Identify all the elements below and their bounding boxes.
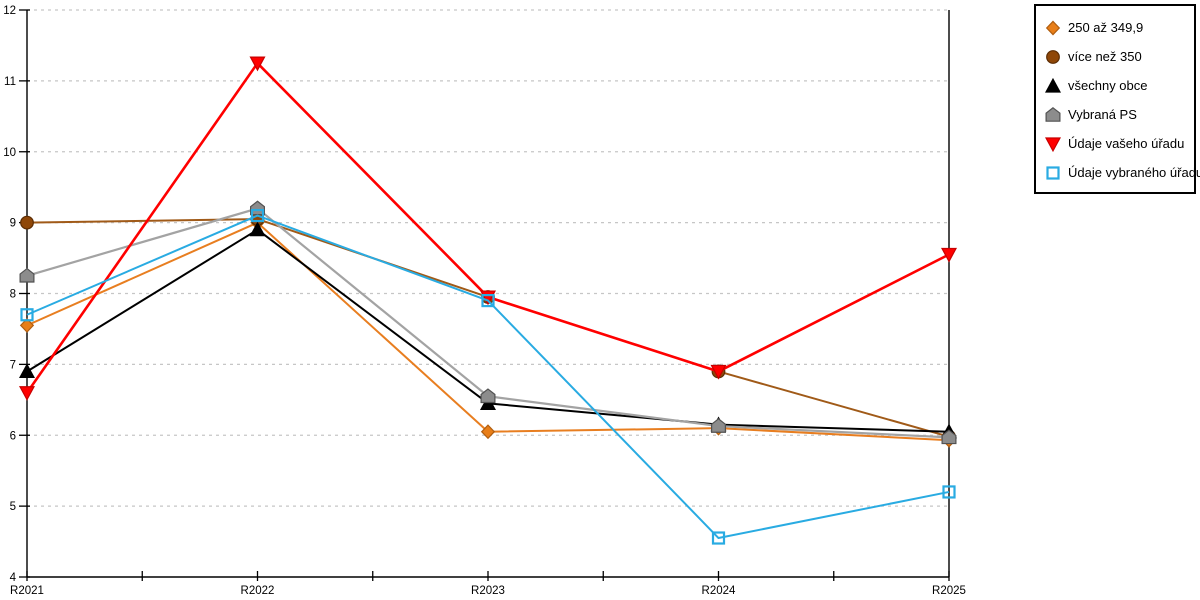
- legend-label: Údaje vašeho úřadu: [1068, 136, 1185, 151]
- y-tick-label: 5: [10, 501, 16, 513]
- series-line-5: [26, 214, 950, 540]
- y-tick-label: 9: [10, 218, 16, 230]
- data-point-circle: [1046, 49, 1060, 64]
- chart-canvas: 4 5 6 7 8 9 10 11 12 R2021 R2022 R2023 R2024 R2025: [3, 5, 966, 597]
- legend-item-4: Údaje vašeho úřadu: [1045, 129, 1190, 158]
- legend-label: všechny obce: [1068, 78, 1148, 93]
- triangle-down-icon: [1045, 136, 1061, 152]
- x-tick-label: R2024: [702, 585, 736, 597]
- data-point-square-open: [942, 485, 956, 499]
- x-tick-label: R2023: [471, 585, 505, 597]
- y-tick-label: 11: [4, 76, 16, 88]
- data-point-square-open: [481, 293, 495, 308]
- data-point-square-open: [250, 208, 265, 223]
- data-point-pentagon: [1045, 106, 1061, 122]
- legend-item-0: 250 až 349,9: [1045, 13, 1190, 42]
- series-line-4: [25, 61, 950, 394]
- data-point-triangle-down: [249, 56, 266, 72]
- x-tick-label: R2021: [10, 585, 44, 597]
- data-point-square-open: [711, 531, 726, 545]
- diamond-icon: [1045, 20, 1061, 35]
- y-tick-label: 6: [10, 430, 16, 442]
- data-point-pentagon: [941, 429, 957, 445]
- x-tick-label: R2025: [932, 585, 966, 597]
- data-point-pentagon: [711, 418, 726, 433]
- triangle-up-icon: [1045, 77, 1061, 93]
- data-point-triangle-up: [18, 363, 36, 379]
- data-point-diamond: [480, 424, 496, 440]
- data-point-triangle-up: [1045, 77, 1061, 93]
- circle-icon: [1046, 49, 1060, 64]
- data-point-triangle-down: [1045, 136, 1061, 152]
- y-tick-label: 12: [3, 5, 16, 17]
- data-point-pentagon: [480, 388, 496, 404]
- y-tick-label: 7: [10, 359, 16, 371]
- legend-label: Vybraná PS: [1068, 107, 1137, 122]
- legend-label: Údaje vybraného úřadu: [1068, 165, 1200, 180]
- y-tick-label: 4: [10, 572, 17, 584]
- legend-item-2: všechny obce: [1045, 71, 1190, 100]
- legend-label: více než 350: [1068, 49, 1142, 64]
- pentagon-icon: [1045, 106, 1061, 122]
- data-point-triangle-down: [710, 364, 727, 380]
- data-point-circle: [20, 215, 34, 230]
- square-open-icon: [1046, 165, 1060, 180]
- data-point-triangle-down: [18, 386, 36, 401]
- x-tick-label: R2022: [241, 585, 275, 597]
- legend-item-1: více než 350: [1045, 42, 1190, 71]
- legend-label: 250 až 349,9: [1068, 20, 1144, 35]
- legend-item-5: Údaje vybraného úřadu: [1045, 158, 1200, 187]
- data-point-triangle-up: [249, 221, 266, 237]
- data-point-square-open: [1046, 165, 1060, 180]
- data-point-square-open: [20, 308, 34, 322]
- legend-item-3: Vybraná PS: [1045, 100, 1190, 129]
- y-tick-label: 8: [10, 289, 16, 301]
- data-point-diamond: [19, 317, 35, 333]
- data-point-pentagon: [19, 267, 35, 283]
- data-point-triangle-down: [940, 247, 958, 263]
- data-point-diamond: [1045, 20, 1061, 35]
- chart-legend: 250 až 349,9 více než 350 všechny obce Vybr…: [1034, 4, 1200, 194]
- y-tick-label: 10: [3, 147, 16, 159]
